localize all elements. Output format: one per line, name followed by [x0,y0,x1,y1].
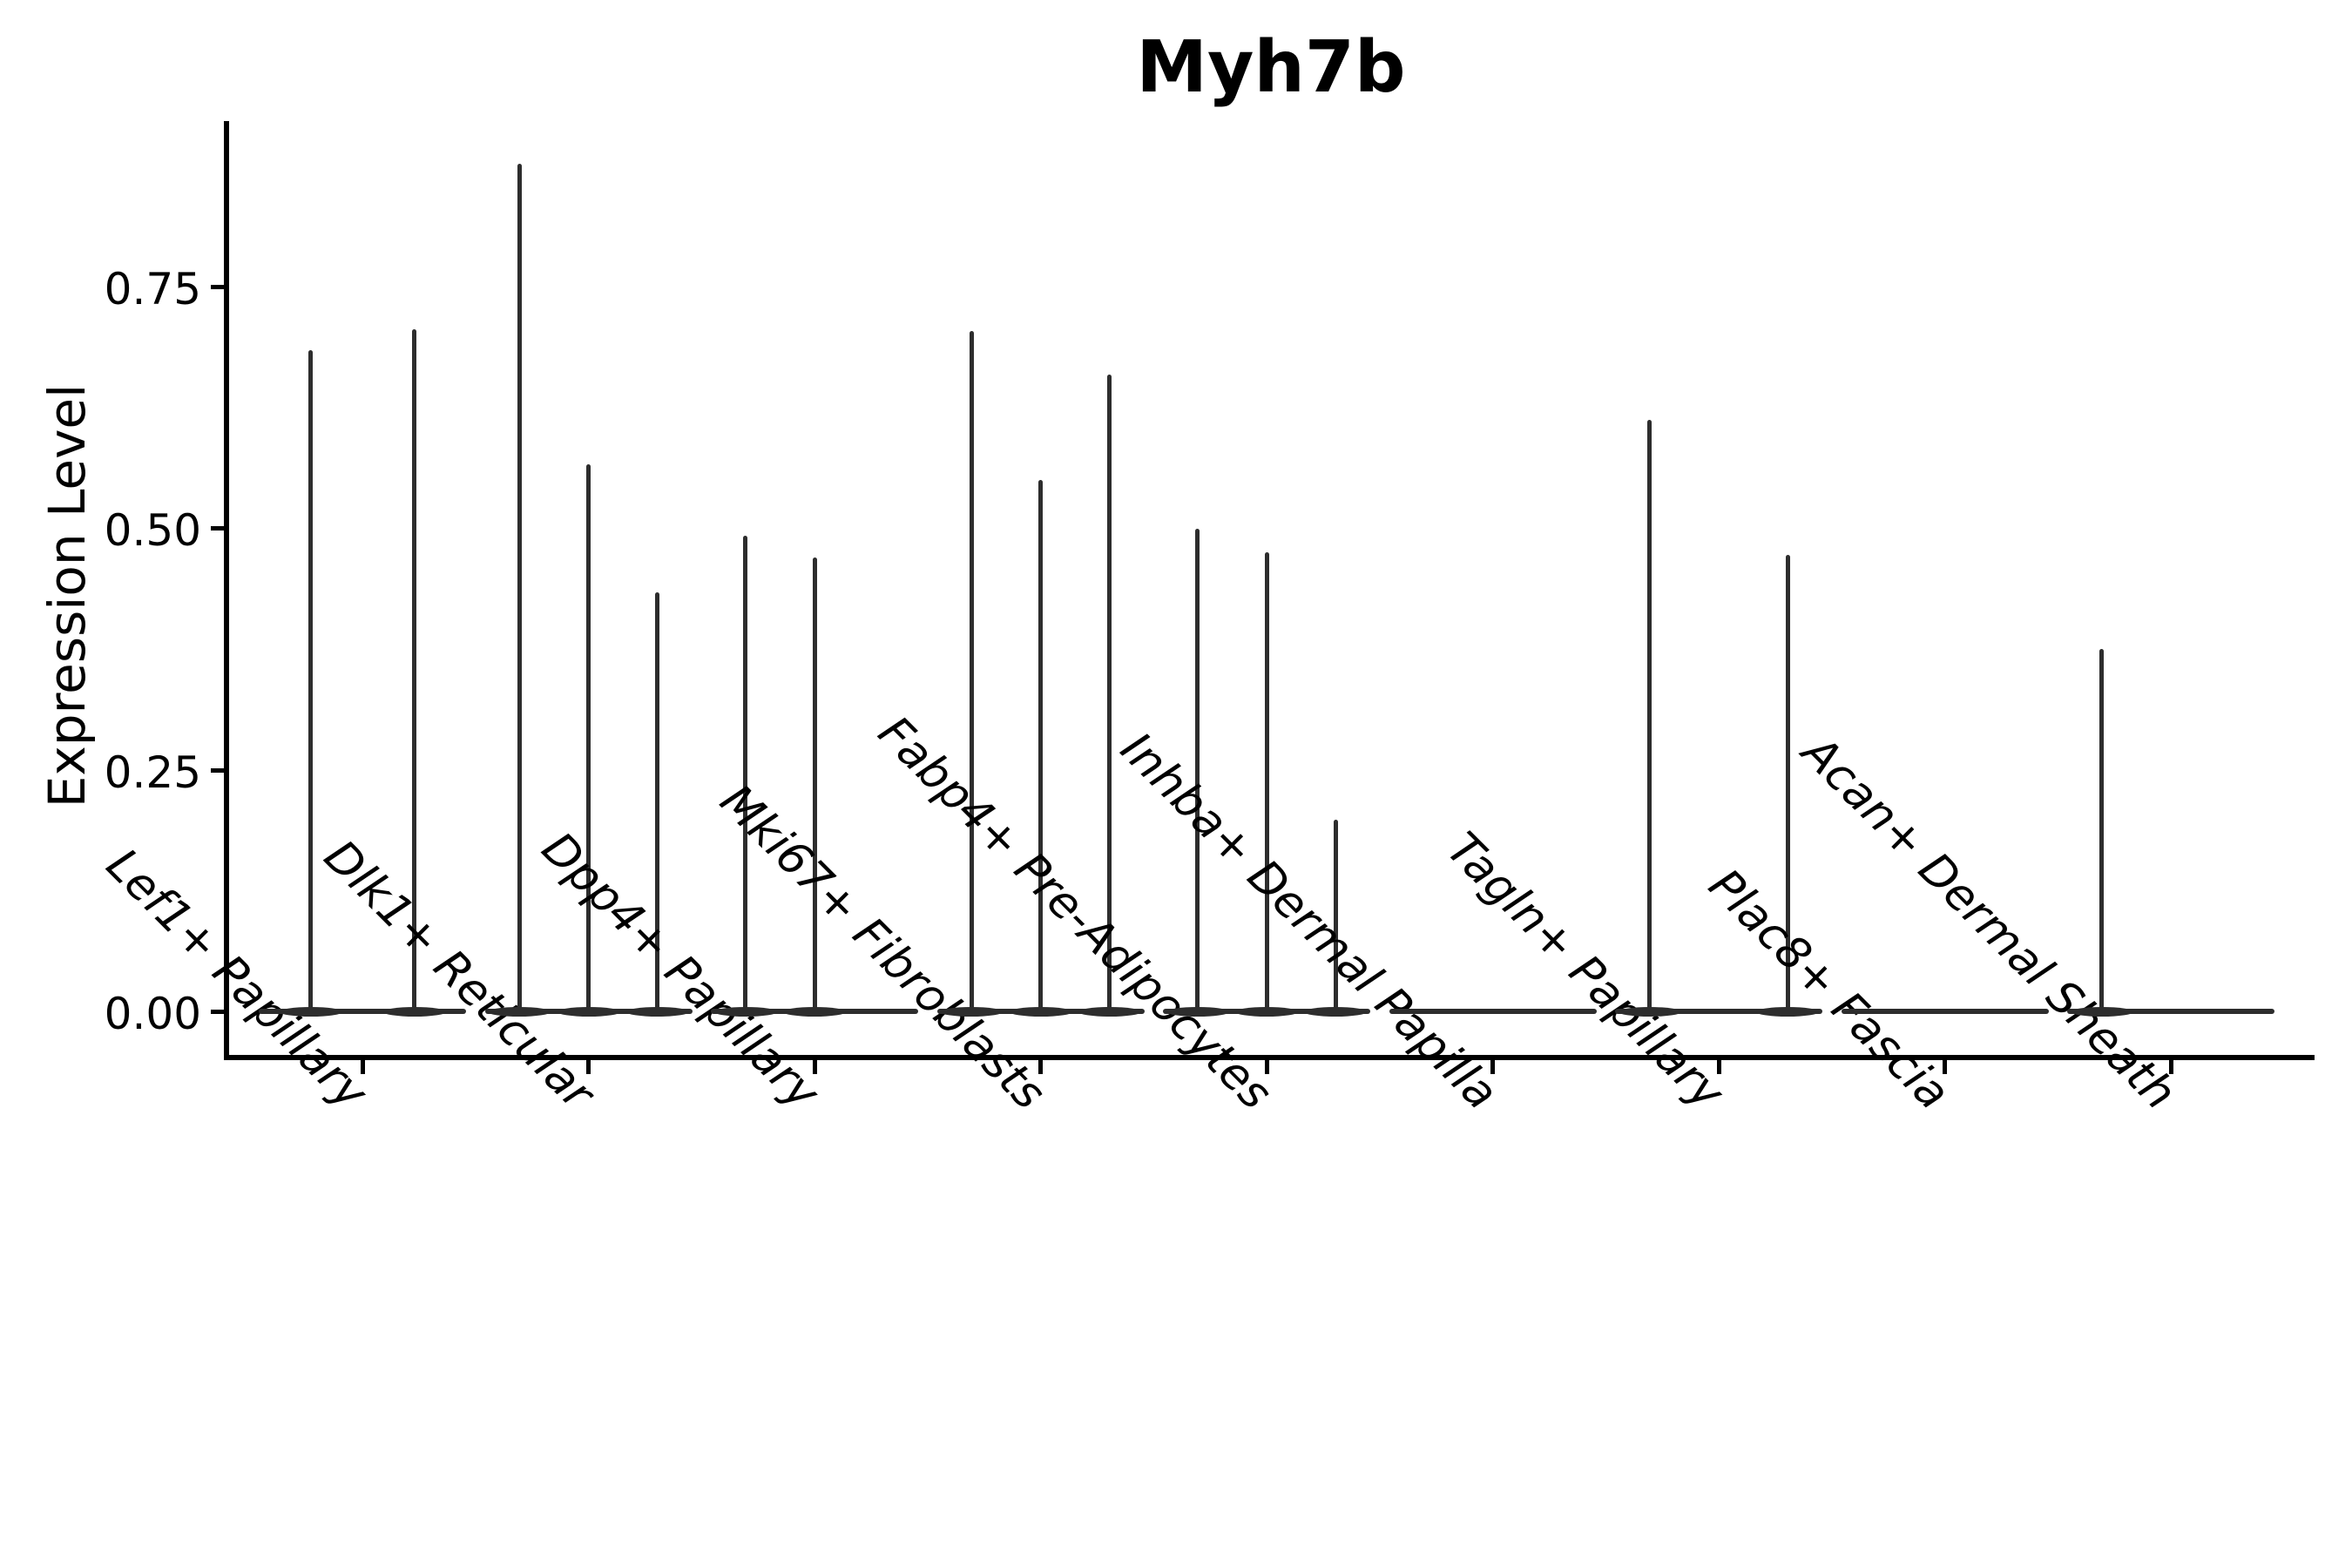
x-tick [586,1060,591,1074]
y-tick-label: 0.00 [104,989,201,1039]
x-tick [1490,1060,1495,1074]
violin-baseline [1389,1009,1597,1014]
violin-baseline [1841,1009,2049,1014]
x-tick [1716,1060,1721,1074]
violin-spike [412,329,416,1014]
x-tick [812,1060,817,1074]
violin-spike [586,463,591,1014]
violin-spike [308,349,313,1014]
violin-spike [2099,648,2105,1014]
y-tick [211,526,224,531]
violin-spike [1785,555,1790,1014]
x-tick [1264,1060,1269,1074]
violin-spike [1038,479,1043,1014]
y-tick [211,1010,224,1014]
violin-baseline [2067,1009,2274,1014]
y-tick [211,767,224,773]
x-tick [1038,1060,1043,1074]
violin-spike [969,330,974,1014]
x-tick [1943,1060,1947,1074]
violin-baseline [259,1009,466,1014]
violin-spike [517,163,522,1014]
violin-spike [1333,820,1338,1014]
x-tick [2168,1060,2173,1074]
x-axis-spine [224,1055,2315,1060]
y-tick-label: 0.75 [104,263,201,314]
violin-spike [743,535,748,1014]
violin-spike [1107,374,1112,1014]
chart-title: Myh7b [1136,26,1406,109]
violin-spike [655,592,660,1014]
x-tick-label: Plac8+ Fascia [1699,859,1960,1120]
x-tick [360,1060,365,1074]
violin-spike [1647,419,1652,1014]
violin-baseline [1615,1009,1822,1014]
violin-spike [812,558,817,1014]
y-axis-label: Expression Level [37,383,97,808]
y-axis-spine [224,121,229,1060]
violin-spike [1264,551,1269,1014]
y-tick-label: 0.50 [104,505,201,556]
y-tick [211,284,224,289]
violin-spike [1195,529,1200,1014]
y-tick-label: 0.25 [104,747,201,798]
